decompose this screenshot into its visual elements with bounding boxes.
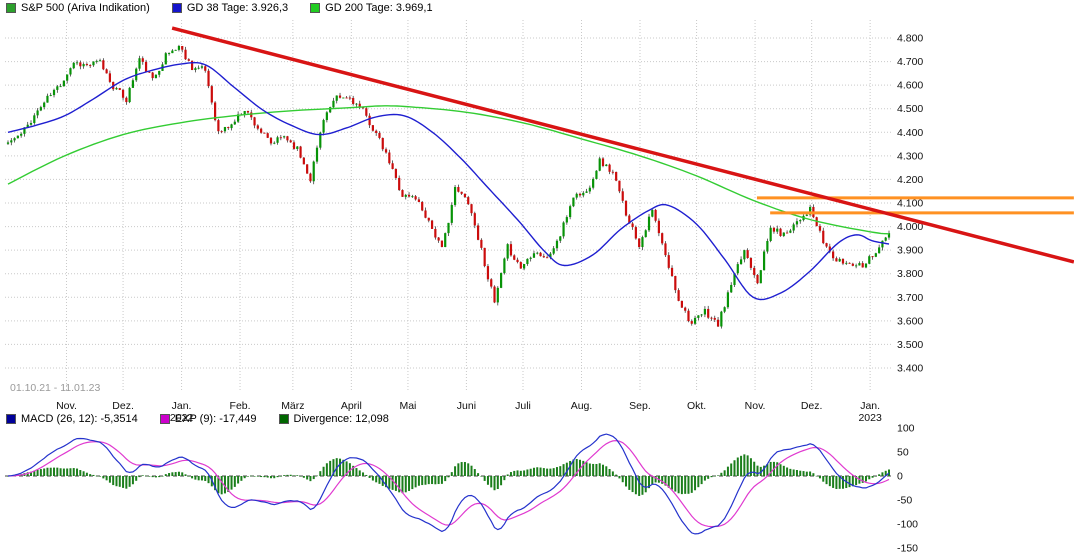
svg-text:0: 0 [897, 471, 903, 483]
gd38-swatch-icon [171, 3, 182, 13]
gd38-label: GD 38 Tage: 3.926,3 [186, 2, 289, 14]
macd-swatch-icon [6, 414, 16, 424]
svg-text:4.200: 4.200 [897, 174, 923, 186]
exp-label: EXP (9): -17,449 [174, 413, 257, 425]
svg-text:Feb.: Feb. [230, 400, 251, 412]
svg-text:Jan.: Jan. [860, 400, 880, 412]
divergence-swatch-icon [278, 414, 289, 424]
svg-text:4.500: 4.500 [897, 103, 923, 115]
svg-text:-50: -50 [897, 495, 912, 507]
svg-text:100: 100 [897, 423, 915, 435]
svg-text:Mai: Mai [399, 400, 416, 412]
svg-text:3.600: 3.600 [897, 315, 923, 327]
legend-gd200: GD 200 Tage: 3.969,1 [310, 2, 433, 14]
top-legend: S&P 500 (Ariva Indikation) GD 38 Tage: 3… [6, 2, 433, 14]
gd200-swatch-icon [310, 3, 321, 13]
svg-text:Nov.: Nov. [745, 400, 766, 412]
svg-text:Nov.: Nov. [56, 400, 77, 412]
legend-sp500: S&P 500 (Ariva Indikation) [6, 2, 150, 14]
macd-legend: MACD (26, 12): -5,3514 EXP (9): -17,449 … [6, 413, 389, 425]
date-range-label: 01.10.21 - 11.01.23 [10, 382, 101, 394]
svg-text:4.100: 4.100 [897, 198, 923, 210]
divergence-label: Divergence: 12,098 [293, 413, 389, 425]
sp500-label: S&P 500 (Ariva Indikation) [21, 2, 150, 14]
legend-macd: MACD (26, 12): -5,3514 [6, 413, 138, 425]
gd200-label: GD 200 Tage: 3.969,1 [325, 2, 433, 14]
svg-text:-100: -100 [897, 519, 918, 531]
svg-text:April: April [341, 400, 362, 412]
svg-text:Dez.: Dez. [801, 400, 823, 412]
svg-text:4.400: 4.400 [897, 127, 923, 139]
svg-text:Aug.: Aug. [571, 400, 593, 412]
exp-swatch-icon [159, 414, 170, 424]
legend-gd38: GD 38 Tage: 3.926,3 [171, 2, 289, 14]
svg-text:2023: 2023 [858, 412, 882, 424]
svg-text:3.700: 3.700 [897, 292, 923, 304]
macd-label: MACD (26, 12): -5,3514 [21, 413, 138, 425]
svg-text:4.800: 4.800 [897, 33, 923, 45]
svg-text:4.600: 4.600 [897, 80, 923, 92]
svg-text:Dez.: Dez. [112, 400, 134, 412]
svg-text:Jan.: Jan. [172, 400, 192, 412]
svg-text:3.900: 3.900 [897, 245, 923, 257]
svg-text:3.800: 3.800 [897, 268, 923, 280]
svg-text:Okt.: Okt. [687, 400, 706, 412]
svg-text:3.400: 3.400 [897, 363, 923, 375]
legend-divergence: Divergence: 12,098 [278, 413, 389, 425]
svg-text:4.700: 4.700 [897, 56, 923, 68]
svg-text:4.300: 4.300 [897, 150, 923, 162]
svg-text:Juli: Juli [515, 400, 531, 412]
svg-text:50: 50 [897, 447, 909, 459]
svg-text:2022: 2022 [170, 412, 194, 424]
legend-exp: EXP (9): -17,449 [159, 413, 257, 425]
svg-text:-150: -150 [897, 543, 918, 555]
sp500-swatch-icon [6, 3, 16, 13]
svg-text:3.500: 3.500 [897, 339, 923, 351]
svg-text:Juni: Juni [457, 400, 476, 412]
svg-text:März: März [281, 400, 304, 412]
svg-text:Sep.: Sep. [629, 400, 651, 412]
svg-text:4.000: 4.000 [897, 221, 923, 233]
